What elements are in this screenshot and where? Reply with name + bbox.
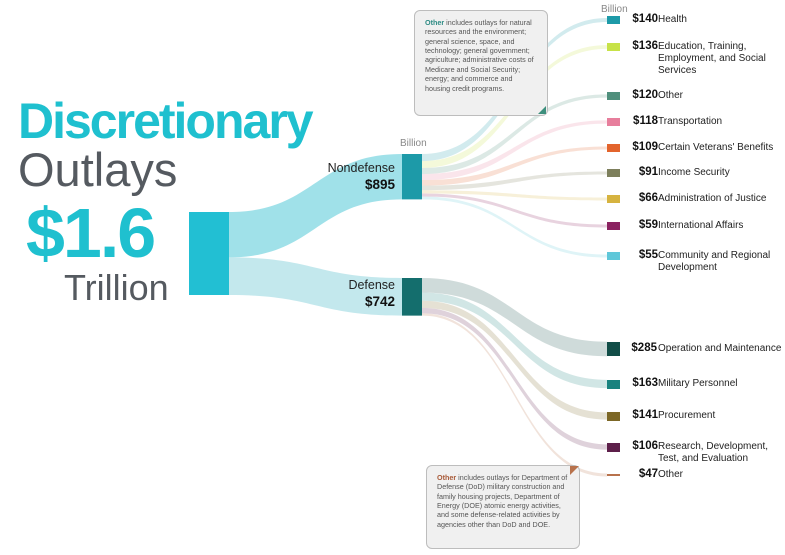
item-swatch — [607, 195, 620, 203]
group-bar-nondefense — [402, 154, 422, 200]
title-line1: Discretionary — [18, 93, 314, 149]
item-value: $118 — [633, 115, 658, 127]
flow-nondefense-item — [422, 146, 607, 186]
item-label: International Affairs — [658, 220, 744, 231]
flow-defense-item — [422, 300, 607, 420]
group-value-defense: $742 — [364, 294, 395, 309]
item-swatch — [607, 16, 620, 24]
item-label: Transportation — [658, 116, 723, 127]
item-value: $109 — [632, 141, 658, 153]
flow-defense-item — [422, 307, 607, 450]
item-value: $66 — [638, 192, 658, 204]
total-unit: Trillion — [64, 267, 169, 308]
item-label: Community and Regional Development — [658, 250, 771, 273]
flow-nondefense-item — [422, 190, 607, 201]
item-value: $106 — [632, 440, 658, 452]
flow-nondefense-item — [422, 94, 607, 175]
item-swatch — [607, 442, 620, 452]
item-label: Administration of Justice — [658, 193, 767, 204]
item-label: Operation and Maintenance — [658, 343, 782, 354]
item-label: Research, Development, Test, and Evaluat… — [658, 441, 769, 464]
item-value: $141 — [632, 409, 658, 421]
group-name-defense: Defense — [348, 278, 395, 292]
item-swatch — [607, 252, 620, 260]
item-swatch — [607, 411, 620, 421]
note-keyword: Other — [425, 18, 445, 27]
flow-nondefense-item — [422, 193, 607, 228]
item-value: $163 — [632, 377, 658, 389]
item-label: Procurement — [658, 410, 716, 421]
unit-label-nondefense: Billion — [400, 138, 427, 149]
item-swatch — [607, 92, 620, 100]
item-swatch — [607, 118, 620, 126]
item-label: Education, Training, Employment, and Soc… — [658, 41, 766, 76]
item-value: $91 — [638, 166, 658, 178]
note-text: includes outlays for natural resources a… — [425, 18, 534, 93]
flow-defense-item — [422, 313, 607, 477]
item-value: $136 — [632, 40, 658, 52]
item-value: $140 — [632, 13, 658, 25]
item-value: $59 — [638, 219, 658, 231]
item-swatch — [607, 474, 620, 476]
nondefense-other-note: Other includes outlays for natural resou… — [414, 10, 548, 116]
item-label: Military Personnel — [658, 378, 738, 389]
flow-nondefense-item — [422, 171, 607, 191]
group-name-nondefense: Nondefense — [327, 161, 395, 175]
group-bar-defense — [402, 278, 422, 316]
item-label: Other — [658, 90, 684, 101]
item-swatch — [607, 222, 620, 230]
flow-defense-item — [422, 292, 607, 389]
item-swatch — [607, 342, 620, 356]
total-value: $1.6 — [26, 194, 156, 272]
item-label: Income Security — [658, 167, 730, 178]
note-keyword: Other — [437, 473, 457, 482]
item-label: Health — [658, 14, 687, 25]
note-text: includes outlays for Department of Defen… — [437, 473, 568, 529]
item-swatch — [607, 43, 620, 51]
item-value: $47 — [638, 468, 658, 480]
item-label: Other — [658, 469, 684, 480]
note-corner-icon — [570, 466, 579, 475]
flow-total-to-nondefense — [229, 154, 402, 258]
item-value: $285 — [631, 342, 657, 354]
title-line2: Outlays — [18, 143, 178, 196]
flow-total-to-defense — [229, 257, 402, 316]
item-value: $120 — [632, 89, 658, 101]
defense-other-note: Other includes outlays for Department of… — [426, 465, 580, 549]
item-value: $55 — [638, 249, 658, 261]
unit-label-items: Billion — [601, 4, 628, 15]
group-value-nondefense: $895 — [364, 177, 395, 192]
item-swatch — [607, 379, 620, 389]
flow-defense-item — [422, 278, 607, 357]
note-corner-icon — [538, 106, 546, 114]
flow-nondefense-item — [422, 120, 607, 181]
total-bar — [189, 212, 229, 295]
item-swatch — [607, 144, 620, 152]
item-label: Certain Veterans' Benefits — [658, 142, 774, 153]
flow-nondefense-item — [422, 196, 607, 258]
item-swatch — [607, 169, 620, 177]
